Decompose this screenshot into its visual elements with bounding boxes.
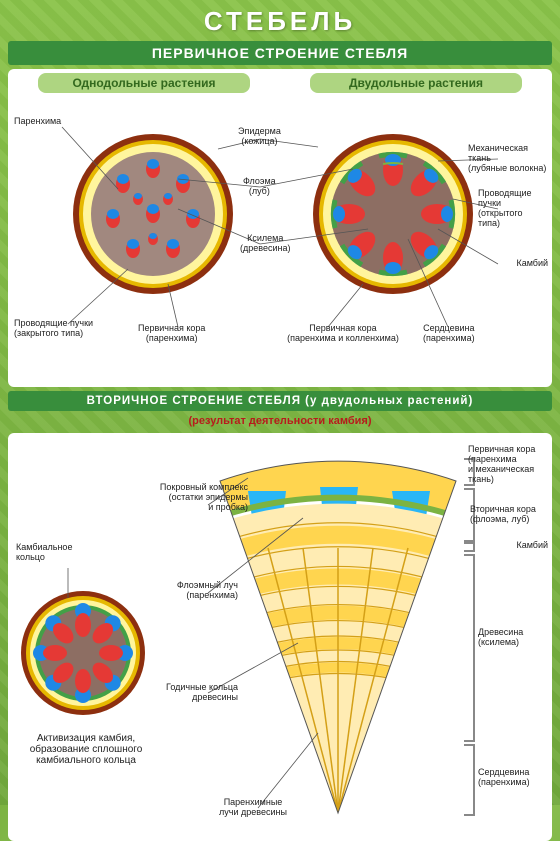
lbl-phloem-sub: (луб) xyxy=(249,186,270,196)
lbl-pith: Сердцевина (паренхима) xyxy=(423,324,475,344)
lbl-epiderma-sub: (кожица) xyxy=(241,136,277,146)
lbl-pith2: Сердцевина (паренхима) xyxy=(478,768,548,788)
lbl-parenchyma: Паренхима xyxy=(14,117,61,127)
primary-structure-panel: Однодольные растения Двудольные растения xyxy=(8,69,552,387)
dicot-diagram xyxy=(308,129,478,299)
header-dicot: Двудольные растения xyxy=(310,73,522,93)
lbl-primary-cortex2: Первичная кора (паренхима и колленхима) xyxy=(283,324,403,344)
monocot-diagram xyxy=(68,129,238,299)
lbl-cambium: Камбий xyxy=(516,259,548,269)
lbl-annual: Годичные кольца древесины xyxy=(158,683,238,703)
section2-subtitle: (результат деятельности камбия) xyxy=(0,413,560,429)
lbl-cambium2: Камбий xyxy=(516,541,548,551)
secondary-structure-panel: Камбиальное кольцо Активизация камбия, о… xyxy=(8,433,552,841)
header-monocot: Однодольные растения xyxy=(38,73,250,93)
cambial-ring-diagram xyxy=(18,588,148,718)
lbl-bundles-open: Проводящие пучки (открытого типа) xyxy=(478,189,548,229)
lbl-wood: Древесина (ксилема) xyxy=(478,628,548,648)
lbl-cover: Покровный комплекс (остатки эпидермы и п… xyxy=(148,483,248,513)
page-title: СТЕБЕЛЬ xyxy=(0,0,560,39)
section2-bar: ВТОРИЧНОЕ СТРОЕНИЕ СТЕБЛЯ (у двудольных … xyxy=(8,391,552,411)
lbl-phloem-ray: Флоэмный луч (паренхима) xyxy=(158,581,238,601)
lbl-paren-rays: Паренхимные лучи древесины xyxy=(203,798,303,818)
caption-cambium: Активизация камбия, образование сплошног… xyxy=(16,733,156,766)
lbl-bundles-closed: Проводящие пучки (закрытого типа) xyxy=(14,319,114,339)
lbl-xylem: Ксилема (древесина) xyxy=(240,234,290,254)
lbl-cambial-ring: Камбиальное кольцо xyxy=(16,543,72,563)
lbl-mech-sub: (лубяные волокна) xyxy=(468,163,546,173)
lbl-phloem: Флоэма (луб) xyxy=(243,177,276,197)
section1-bar: ПЕРВИЧНОЕ СТРОЕНИЕ СТЕБЛЯ xyxy=(8,41,552,65)
lbl-primary-cortex-sec: Первичная кора (паренхима и механическая… xyxy=(468,445,548,485)
lbl-mech: Механическая ткань (лубяные волокна) xyxy=(468,144,548,174)
lbl-xylem-sub: (древесина) xyxy=(240,243,290,253)
lbl-primary-cortex1: Первичная кора (паренхима) xyxy=(138,324,205,344)
lbl-secondary-cortex: Вторичная кора (флоэма, луб) xyxy=(470,505,548,525)
lbl-epiderma: Эпидерма (кожица) xyxy=(238,127,281,147)
